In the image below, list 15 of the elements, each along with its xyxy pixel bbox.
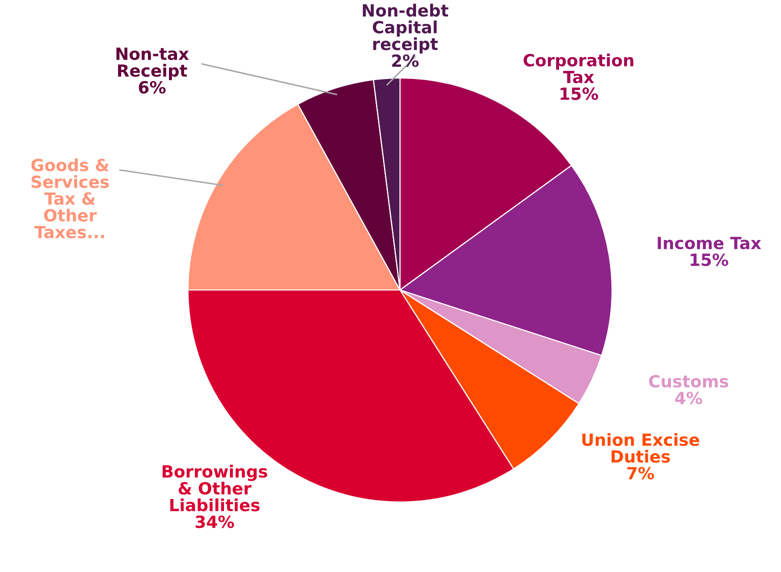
slice-label: Union Excise Duties	[582, 433, 700, 463]
data-label: 7%	[627, 466, 654, 480]
slice-label: Non-tax Receipt	[116, 48, 189, 80]
slice-label: Income Tax	[658, 236, 762, 250]
slice-label: Non-debt Capital receipt	[362, 4, 448, 54]
data-label: 6%	[138, 80, 166, 94]
data-label: 34%	[196, 516, 234, 528]
data-label: 4%	[675, 392, 702, 404]
slice-label: Goods & Services Tax & Other Taxes...	[31, 158, 109, 238]
data-label: 15%	[560, 87, 598, 100]
slice-label: Customs	[649, 374, 728, 388]
slice-label: Corporation Tax	[524, 54, 634, 84]
data-label: 2%	[392, 54, 419, 67]
slice-label: Borrowings & Other Liabilities	[162, 464, 268, 512]
data-label: 15%	[690, 253, 728, 266]
